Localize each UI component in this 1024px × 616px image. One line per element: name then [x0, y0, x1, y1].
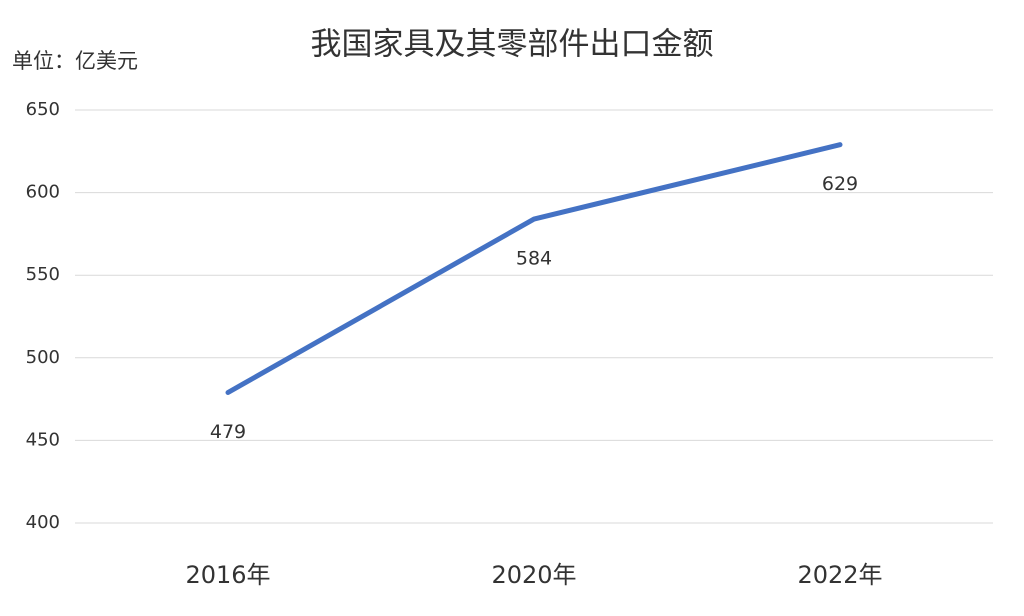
y-tick-label: 600	[26, 182, 60, 203]
x-tick-label: 2016年	[185, 561, 270, 589]
y-axis-label: 单位：亿美元	[12, 49, 138, 73]
y-tick-label: 550	[26, 264, 60, 285]
y-tick-label: 400	[26, 512, 60, 533]
x-tick-label: 2022年	[797, 561, 882, 589]
data-label: 479	[210, 421, 246, 443]
line	[225, 142, 843, 395]
y-tick-label: 500	[26, 347, 60, 368]
y-tick-label: 650	[26, 99, 60, 120]
data-label: 629	[822, 173, 858, 195]
data-label: 584	[516, 248, 552, 270]
chart-title: 我国家具及其零部件出口金额	[311, 27, 714, 63]
x-tick-label: 2020年	[491, 561, 576, 589]
y-tick-label: 450	[26, 429, 60, 450]
